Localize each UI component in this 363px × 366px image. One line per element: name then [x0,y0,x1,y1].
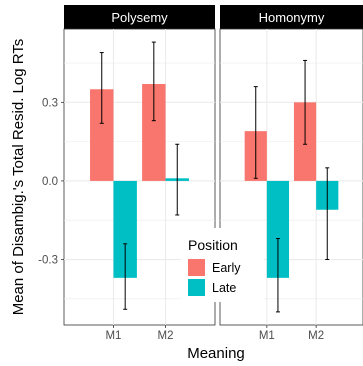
facet-label-polysemy: Polysemy [111,10,168,25]
legend-swatch-late [188,279,205,296]
y-axis-title: Mean of Disambig.'s Total Resid. Log RTs [10,39,27,316]
bar-homonymy-m1-late [266,180,290,278]
y-tick-label-1: 0.0 [42,176,58,188]
facet-strip-polysemy [64,5,215,29]
y-tick-label-2: 0.3 [42,97,58,109]
legend: Position Early Late [181,228,264,302]
x-tick-label-homonymy-m1: M1 [259,330,275,342]
bar-polysemy-m1-early [90,89,114,181]
x-tick-label-polysemy-m2: M2 [158,330,174,342]
facet-label-homonymy: Homonymy [259,10,325,25]
x-tick-label-homonymy-m2: M2 [308,330,324,342]
facet-strip-homonymy [220,5,363,29]
bar-polysemy-m2-early [142,84,166,181]
legend-swatch-early [188,259,205,276]
x-axis-title: Meaning [187,345,245,362]
bar-polysemy-m1-late [113,180,137,278]
legend-label-early: Early [212,261,241,275]
y-tick-label-0: -0.3 [38,255,58,267]
legend-label-late: Late [212,281,236,295]
x-tick-label-polysemy-m1: M1 [105,330,121,342]
legend-title: Position [188,237,238,253]
